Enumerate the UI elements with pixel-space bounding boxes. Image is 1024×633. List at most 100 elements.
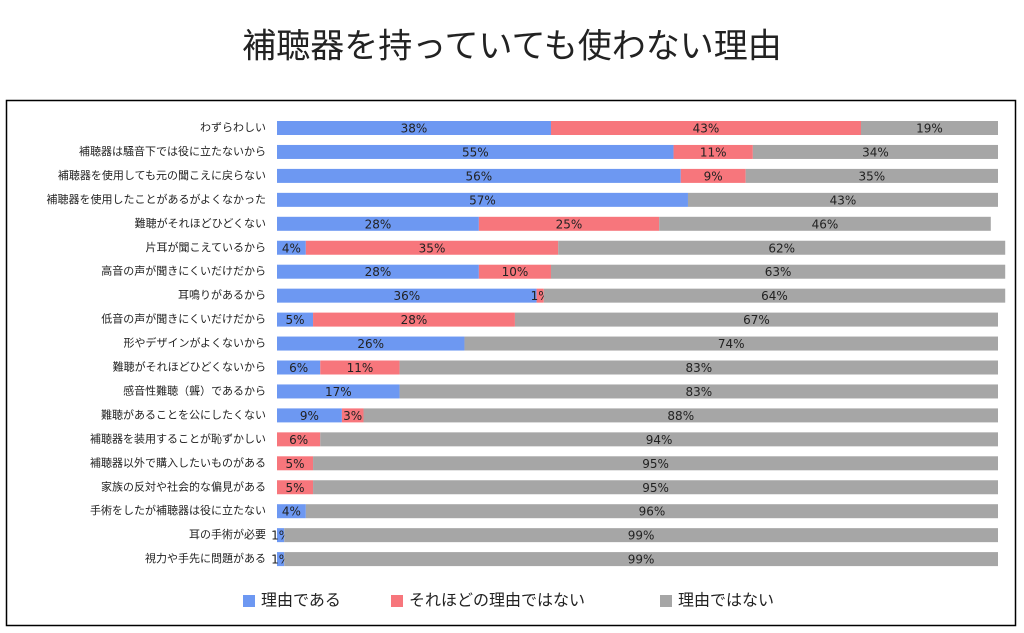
bar-segment: [277, 552, 285, 567]
category-label: 耳の手術が必要: [189, 527, 266, 541]
bar-segment: [550, 264, 1006, 279]
bar-segment: [313, 480, 998, 495]
bar-segment: [673, 144, 753, 159]
value-label: 5%: [286, 457, 305, 471]
legend-swatch: [391, 595, 403, 607]
bar-segment: [320, 360, 400, 375]
value-label: 64%: [761, 289, 788, 303]
bar-segment: [313, 456, 998, 471]
category-label: 補聴器を装用することが恥ずかしい: [90, 431, 266, 445]
bar-segment: [680, 168, 746, 183]
value-label: 25%: [556, 217, 583, 231]
legend-label: 理由である: [261, 591, 341, 610]
category-label: 難聴がそれほどひどくない: [135, 216, 266, 230]
value-label: 35%: [419, 241, 446, 255]
value-label: 35%: [858, 169, 885, 183]
bar-segment: [399, 384, 998, 399]
bar-segment: [277, 528, 285, 543]
value-label: 5%: [286, 313, 305, 327]
bar-segment: [514, 312, 998, 327]
bar-segment: [399, 360, 998, 375]
bar-segment: [536, 288, 544, 303]
value-label: 28%: [365, 217, 392, 231]
category-label: 形やデザインがよくないから: [124, 336, 266, 350]
bar-segment: [277, 168, 681, 183]
bar-segment: [320, 432, 998, 447]
category-label: 補聴器は騒音下では役に立たないから: [79, 144, 266, 158]
legend-label: それほどの理由ではない: [409, 591, 585, 610]
bar-segment: [363, 408, 998, 423]
bar-segment: [277, 192, 688, 207]
value-label: 67%: [743, 313, 770, 327]
bar-segment: [277, 264, 479, 279]
value-label: 34%: [862, 145, 889, 159]
bar-segment: [284, 552, 999, 567]
bar-segment: [313, 312, 515, 327]
value-label: 74%: [718, 337, 745, 351]
bar-segment: [341, 408, 364, 423]
bar-segment: [305, 240, 559, 255]
bar-segment: [687, 192, 998, 207]
bar-segment: [277, 504, 306, 519]
value-label: 95%: [642, 457, 669, 471]
value-label: 99%: [628, 553, 655, 567]
category-label: 家族の反対や社会的な偏見がある: [101, 479, 266, 493]
plot-frame: [5, 99, 1017, 627]
bar-segment: [752, 144, 998, 159]
value-label: 11%: [700, 145, 727, 159]
bar-segment: [861, 121, 998, 135]
bar-segment: [277, 384, 400, 399]
bar-segment: [284, 528, 999, 543]
value-label: 88%: [667, 409, 694, 423]
category-label: 感音性難聴（聾）であるから: [123, 383, 266, 397]
category-label: 難聴がそれほどひどくないから: [113, 360, 266, 374]
category-label: 補聴器を使用しても元の聞こえに戻らない: [58, 169, 266, 182]
value-label: 56%: [466, 169, 493, 183]
value-label: 63%: [765, 265, 792, 279]
bar-segment: [277, 216, 479, 231]
value-label: 4%: [282, 505, 301, 519]
value-label: 36%: [393, 289, 420, 303]
value-label: 99%: [628, 529, 655, 543]
bar-segment: [277, 336, 465, 351]
value-label: 6%: [289, 361, 308, 375]
bar-segment: [659, 216, 991, 231]
bar-segment: [277, 480, 314, 495]
category-label: 視力や手先に問題がある: [145, 551, 266, 565]
value-label: 62%: [768, 241, 795, 255]
bar-segment: [558, 240, 1006, 255]
value-label: 95%: [642, 481, 669, 495]
value-label: 57%: [469, 193, 496, 207]
bar-segment: [305, 504, 999, 519]
value-label: 6%: [289, 433, 308, 447]
value-label: 9%: [300, 409, 319, 423]
bar-segment: [464, 336, 999, 351]
category-label: 耳鳴りがあるから: [178, 288, 266, 302]
value-label: 17%: [325, 385, 352, 399]
bar-segment: [277, 288, 537, 303]
category-label: 手術をしたが補聴器は役に立たない: [90, 503, 266, 517]
value-label: 28%: [401, 313, 428, 327]
value-label: 83%: [685, 385, 712, 399]
value-label: 4%: [282, 241, 301, 255]
bar-segment: [277, 408, 342, 423]
bar-segment: [543, 288, 1006, 303]
value-label: 26%: [357, 337, 384, 351]
bar-segment: [478, 264, 551, 279]
value-label: 11%: [347, 361, 374, 375]
value-label: 9%: [704, 169, 723, 183]
category-label: 低音の声が聞きにくいだけだから: [101, 312, 266, 326]
legend-label: 理由ではない: [678, 591, 774, 610]
bar-segment: [478, 216, 660, 231]
chart-title: 補聴器を持っていても使わない理由: [242, 27, 782, 67]
bar-segment: [277, 144, 674, 159]
bar-segment: [277, 121, 551, 135]
value-label: 46%: [812, 217, 839, 231]
category-label: 補聴器を使用したことがあるがよくなかった: [47, 192, 266, 206]
value-label: 83%: [685, 361, 712, 375]
bar-segment: [277, 432, 321, 447]
bar-segment: [277, 240, 306, 255]
bar-segment: [277, 360, 321, 375]
bar-segment: [277, 456, 314, 471]
